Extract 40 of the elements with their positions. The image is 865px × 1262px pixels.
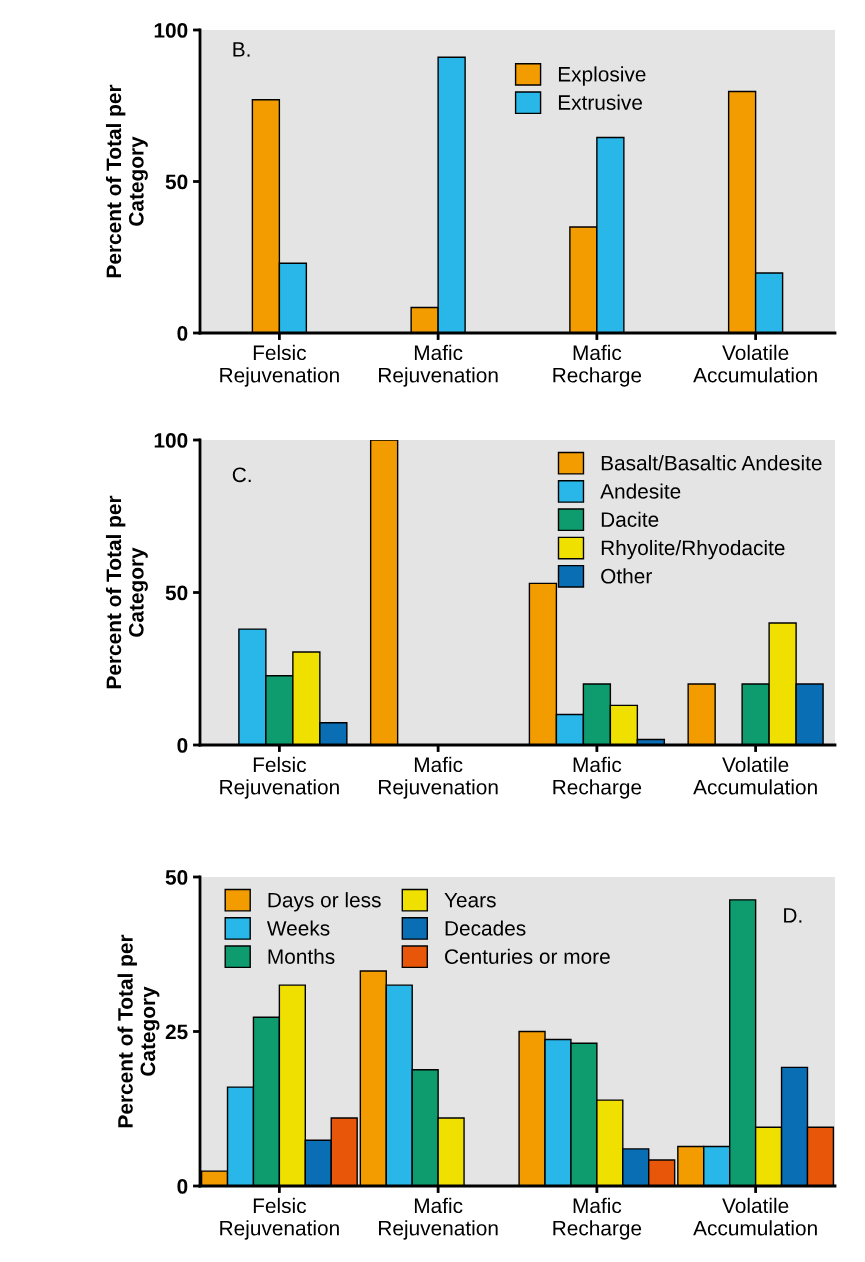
annotation: C. bbox=[232, 467, 251, 483]
legend-label: Rhyolite/Rhyodacite bbox=[601, 539, 785, 560]
x-tick-label: Volatile Accumulation bbox=[693, 344, 817, 383]
y-tick-label: 0 bbox=[177, 1179, 188, 1194]
x-tick-label: Volatile Accumulation bbox=[693, 756, 817, 795]
y-tick-label: 100 bbox=[154, 23, 188, 38]
y-tick-label: 50 bbox=[165, 174, 188, 190]
x-tick-label: Felsic Rejuvenation bbox=[220, 756, 339, 799]
x-tick-label: Felsic Rejuvenation bbox=[220, 344, 339, 387]
x-tick-label: Mafic Rejuvenation bbox=[379, 1197, 498, 1240]
x-tick-label: Mafic Recharge bbox=[553, 756, 642, 799]
x-tick-label: Mafic Rejuvenation bbox=[379, 344, 498, 387]
y-axis-title: Percent of Total per Category bbox=[105, 495, 148, 689]
legend-label: Dacite bbox=[601, 511, 659, 527]
y-tick-label: 0 bbox=[177, 326, 188, 341]
annotation: D. bbox=[784, 908, 802, 923]
y-tick-label: 50 bbox=[165, 870, 188, 885]
legend-label: Other bbox=[601, 568, 652, 584]
x-tick-label: Volatile Accumulation bbox=[693, 1197, 817, 1236]
legend-label: Andesite bbox=[600, 483, 681, 499]
legend-label: Weeks bbox=[266, 920, 330, 936]
y-tick-label: 50 bbox=[165, 585, 188, 601]
legend-label: Decades bbox=[445, 920, 526, 936]
y-tick-label: 100 bbox=[154, 433, 188, 448]
y-axis-title: Percent of Total per Category bbox=[117, 934, 160, 1128]
legend-label: Years bbox=[444, 892, 496, 908]
legend-label: Days or less bbox=[268, 892, 381, 912]
legend-label: Explosive bbox=[558, 66, 646, 86]
x-tick-label: Mafic Rejuvenation bbox=[379, 756, 498, 799]
legend-label: Months bbox=[268, 948, 335, 964]
y-tick-label: 25 bbox=[165, 1024, 188, 1040]
x-tick-label: Mafic Recharge bbox=[553, 1197, 642, 1240]
legend-label: Basalt/Basaltic Andesite bbox=[601, 455, 822, 471]
x-tick-label: Mafic Recharge bbox=[553, 344, 642, 387]
annotation: B. bbox=[233, 42, 250, 57]
legend-label: Centuries or more bbox=[445, 948, 610, 964]
y-tick-label: 0 bbox=[177, 738, 188, 753]
x-tick-label: Felsic Rejuvenation bbox=[220, 1197, 339, 1240]
legend-label: Extrusive bbox=[558, 94, 642, 110]
y-axis-title: Percent of Total per Category bbox=[105, 84, 148, 278]
